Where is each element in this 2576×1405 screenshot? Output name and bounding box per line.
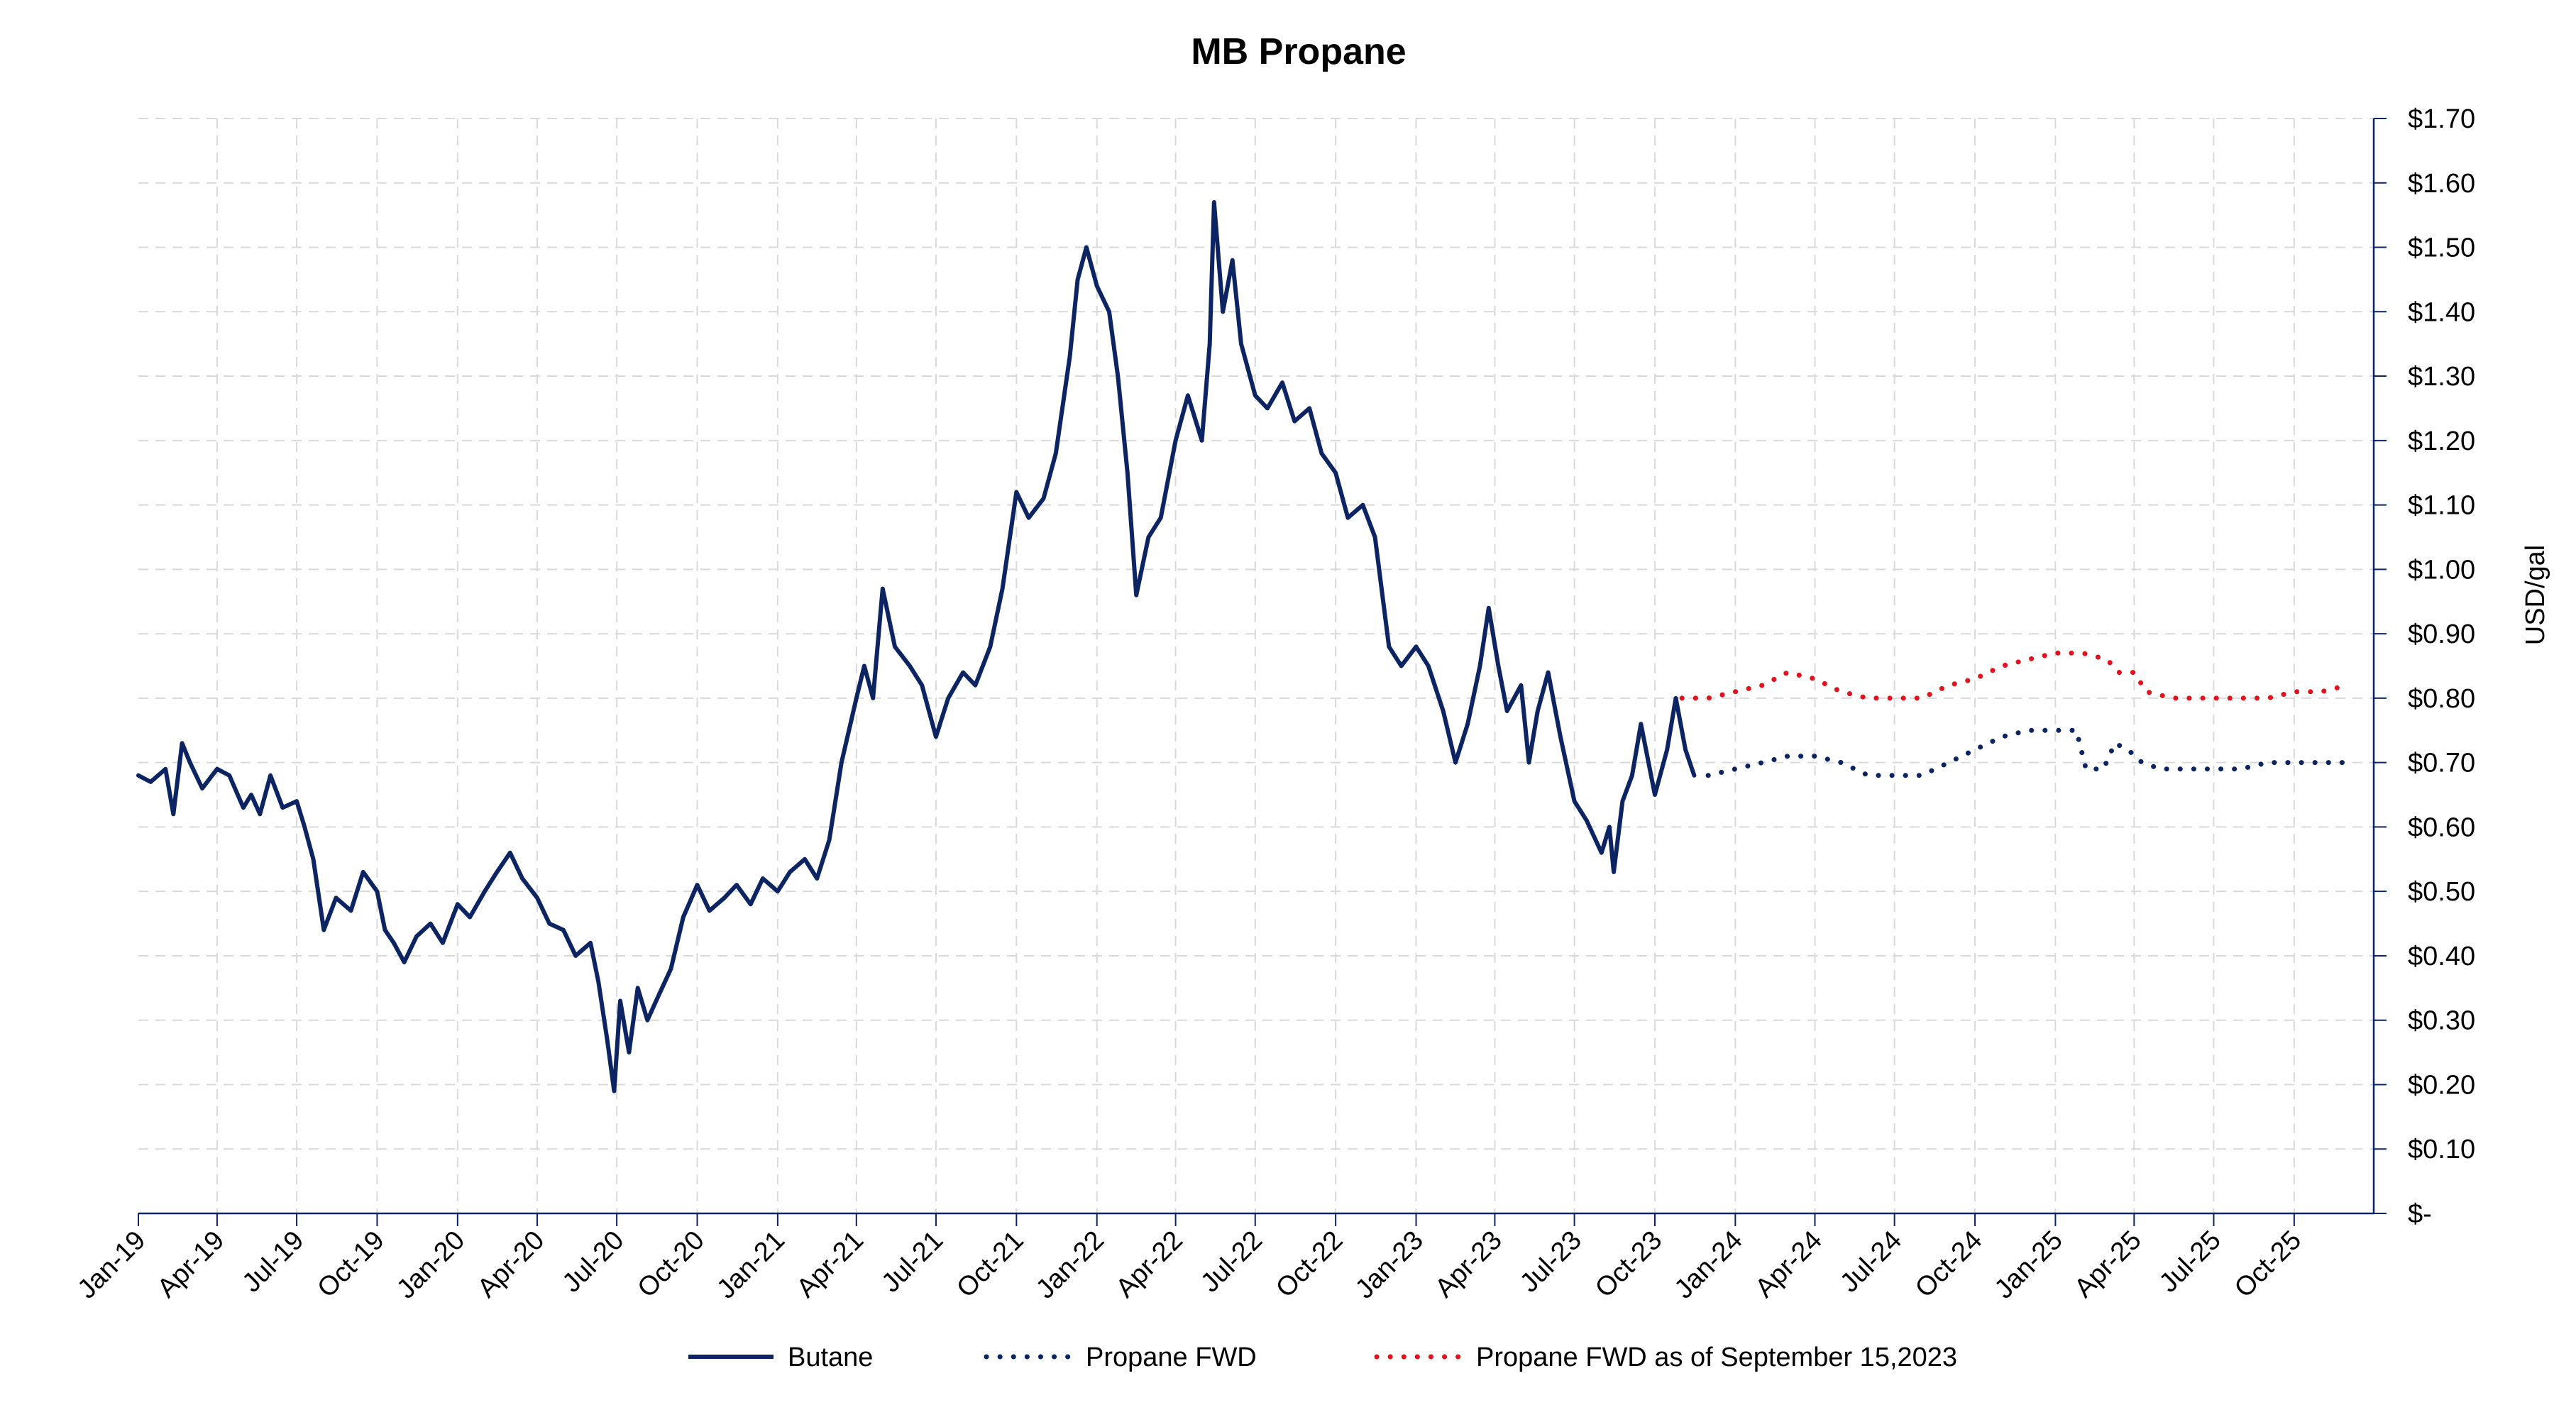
- x-tick-label: Jul-19: [237, 1225, 310, 1299]
- y-tick-label: $0.30: [2408, 1006, 2475, 1036]
- grid: [138, 118, 2374, 1213]
- x-tick-label: Apr-20: [472, 1225, 550, 1304]
- x-tick-label: Apr-23: [1429, 1225, 1507, 1304]
- legend-label: Butane: [788, 1343, 873, 1372]
- x-tick-label: Apr-21: [791, 1225, 869, 1304]
- y-tick-label: $0.10: [2408, 1135, 2475, 1164]
- series-0: [136, 200, 1697, 1093]
- x-tick-label: Apr-22: [1111, 1225, 1189, 1304]
- legend-label: Propane FWD as of September 15,2023: [1476, 1343, 1957, 1372]
- x-tick-label: Jan-20: [391, 1225, 470, 1305]
- y-axis-title: USD/gal: [2521, 545, 2550, 646]
- x-tick-label: Oct-25: [2229, 1225, 2307, 1304]
- axes: $- $0.10 $0.20 $0.30 $0.40 $0.50 $0.60 $0.70 $0.…: [72, 104, 2475, 1305]
- x-tick-label: Jul-24: [1834, 1225, 1908, 1299]
- series-line: [136, 200, 1697, 1093]
- x-tick-label: Apr-24: [1750, 1225, 1828, 1304]
- y-tick-label: $1.70: [2408, 104, 2475, 134]
- x-tick-label: Apr-25: [2069, 1225, 2147, 1304]
- x-tick-label: Jul-21: [876, 1225, 949, 1299]
- x-tick-label: Oct-24: [1910, 1225, 1988, 1304]
- y-tick-label: $0.60: [2408, 812, 2475, 842]
- series-line: [1705, 727, 2350, 778]
- legend-item: Butane: [688, 1343, 873, 1372]
- series: [136, 200, 2350, 1093]
- x-tick-label: Jul-20: [557, 1225, 630, 1299]
- x-tick-label: Oct-22: [1270, 1225, 1348, 1304]
- y-tick-label: $0.90: [2408, 619, 2475, 649]
- y-tick-label: $1.30: [2408, 362, 2475, 392]
- series-line: [1679, 650, 2350, 701]
- y-tick-label: $-: [2408, 1199, 2432, 1229]
- y-tick-label: $0.20: [2408, 1070, 2475, 1100]
- x-tick-label: Jul-23: [1514, 1225, 1587, 1299]
- x-tick-label: Jan-22: [1030, 1225, 1110, 1305]
- x-tick-label: Apr-19: [152, 1225, 230, 1304]
- y-tick-label: $1.50: [2408, 233, 2475, 263]
- x-tick-label: Jul-25: [2154, 1225, 2227, 1299]
- y-tick-label: $1.10: [2408, 491, 2475, 521]
- y-tick-label: $0.80: [2408, 684, 2475, 714]
- legend-label: Propane FWD: [1086, 1343, 1257, 1372]
- y-tick-label: $1.00: [2408, 555, 2475, 585]
- y-tick-label: $0.70: [2408, 749, 2475, 778]
- x-tick-label: Oct-23: [1590, 1225, 1668, 1304]
- y-tick-label: $1.40: [2408, 297, 2475, 327]
- x-tick-label: Jan-19: [72, 1225, 151, 1305]
- y-tick-label: $1.60: [2408, 169, 2475, 199]
- y-tick-label: $1.20: [2408, 426, 2475, 456]
- x-tick-label: Jan-24: [1669, 1225, 1749, 1305]
- y-tick-label: $0.50: [2408, 877, 2475, 907]
- legend-item: Propane FWD as of September 15,2023: [1374, 1343, 1957, 1372]
- legend-item: Propane FWD: [984, 1343, 1257, 1372]
- chart-title: MB Propane: [1191, 31, 1406, 72]
- legend: Butane Propane FWD Propane FWD as of Septe…: [688, 1343, 1957, 1372]
- x-tick-label: Jan-21: [711, 1225, 791, 1305]
- series-2: [1679, 650, 2350, 701]
- x-tick-label: Jan-25: [1989, 1225, 2069, 1305]
- x-tick-label: Jan-23: [1350, 1225, 1429, 1305]
- x-tick-label: Oct-19: [312, 1225, 390, 1304]
- y-tick-label: $0.40: [2408, 942, 2475, 971]
- x-tick-label: Oct-20: [632, 1225, 710, 1304]
- x-tick-label: Oct-21: [951, 1225, 1029, 1304]
- series-1: [1705, 727, 2350, 778]
- x-tick-label: Jul-22: [1195, 1225, 1268, 1299]
